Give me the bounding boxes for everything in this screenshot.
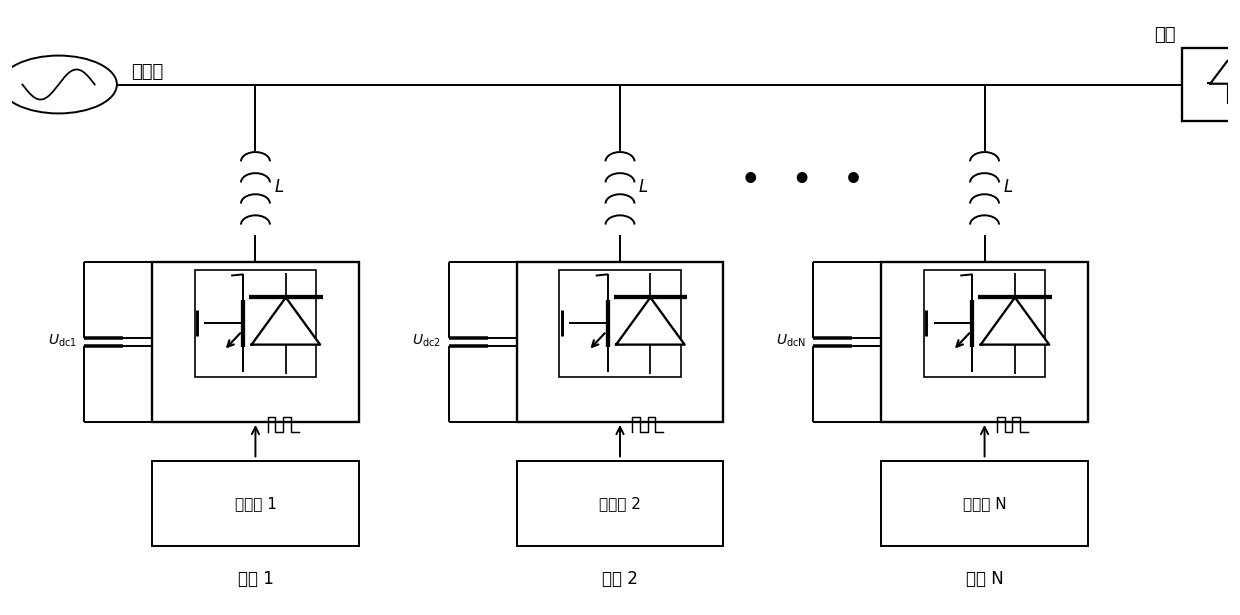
Text: $L$: $L$ [274,178,284,196]
Text: 负载: 负载 [1154,25,1176,44]
Polygon shape [1210,61,1240,84]
Text: $U_{\mathrm{dc1}}$: $U_{\mathrm{dc1}}$ [48,332,77,349]
Text: $L$: $L$ [1003,178,1013,196]
Text: $U_{\mathrm{dc2}}$: $U_{\mathrm{dc2}}$ [413,332,441,349]
Bar [924,269,1045,377]
Text: 模块 2: 模块 2 [603,569,637,588]
Bar [517,262,723,422]
Text: •   •   •: • • • [742,167,863,196]
Bar [882,461,1087,546]
Bar [517,461,723,546]
Text: $L$: $L$ [639,178,649,196]
Bar [559,269,681,377]
Polygon shape [616,298,684,344]
Bar [153,262,358,422]
Bar [882,262,1087,422]
Bar [153,461,358,546]
Text: 配电网: 配电网 [131,63,164,81]
Polygon shape [252,298,320,344]
Text: 控制器 N: 控制器 N [962,496,1007,511]
Text: 控制器 2: 控制器 2 [599,496,641,511]
Text: 模块 N: 模块 N [966,569,1003,588]
Polygon shape [981,298,1049,344]
Bar [195,269,316,377]
Bar [1182,49,1240,121]
Text: 模块 1: 模块 1 [238,569,273,588]
Text: $U_{\mathrm{dcN}}$: $U_{\mathrm{dcN}}$ [776,332,806,349]
Text: 控制器 1: 控制器 1 [234,496,277,511]
